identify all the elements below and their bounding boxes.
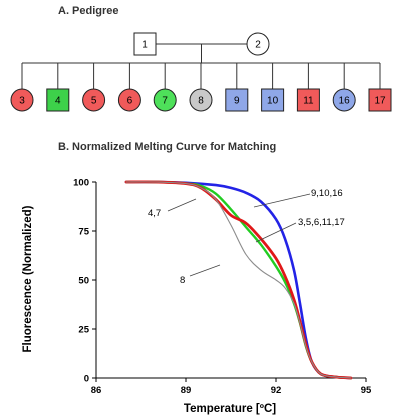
annotation-leader (253, 193, 311, 208)
x-axis-title: Temperature [ºC] (184, 403, 276, 415)
y-tick-label: 0 (84, 374, 89, 385)
node-label: 7 (162, 96, 168, 107)
node-label: 8 (198, 96, 204, 107)
node-label: 3 (19, 96, 25, 107)
node-label: 1 (142, 40, 148, 51)
female-symbol (246, 32, 270, 56)
y-tick-label: 75 (78, 227, 89, 238)
x-tick-label: 89 (181, 385, 192, 396)
node-label: 2 (255, 40, 261, 51)
male-symbol (296, 88, 320, 112)
annotation-leader (167, 198, 197, 212)
pedigree-diagram: A. Pedigree 1 2 3 4 5 6 7 8 9 10 11 16 17 (10, 5, 392, 112)
children-10-square: 10 (261, 88, 285, 112)
female-symbol (332, 88, 356, 112)
children-7-circle: 7 (153, 88, 177, 112)
children-11-square: 11 (296, 88, 320, 112)
pedigree-title: A. Pedigree (58, 5, 119, 17)
chart-axes: 86 89 92 95 0 25 50 75 100 (73, 178, 372, 397)
y-tick-label: 50 (78, 276, 89, 287)
female-symbol (10, 88, 34, 112)
male-symbol (261, 88, 285, 112)
y-axis-title: Fluorescence (Normalized) (22, 205, 34, 352)
chart-annotations: 9,10,16 4,7 3,5,6,11,17 8 (148, 188, 345, 286)
y-tick-label: 100 (73, 178, 89, 189)
female-symbol (82, 88, 106, 112)
x-tick-label: 92 (271, 385, 282, 396)
male-symbol (225, 88, 249, 112)
female-symbol (153, 88, 177, 112)
children-3-circle: 3 (10, 88, 34, 112)
children-9-square: 9 (225, 88, 249, 112)
children-17-square: 17 (368, 88, 392, 112)
chart-series (124, 180, 353, 380)
node-label: 17 (374, 96, 386, 107)
node-label: 10 (267, 96, 279, 107)
chart-title: B. Normalized Melting Curve for Matching (58, 141, 276, 153)
parents-2-circle: 2 (246, 32, 270, 56)
node-label: 5 (91, 96, 97, 107)
melting-curve-chart: B. Normalized Melting Curve for Matching… (22, 141, 372, 415)
node-label: 6 (127, 96, 133, 107)
series-label-3-5-6-11-17: 3,5,6,11,17 (298, 217, 345, 228)
female-symbol (189, 88, 213, 112)
children-4-square: 4 (46, 88, 70, 112)
female-symbol (117, 88, 141, 112)
pedigree-nodes: 1 2 3 4 5 6 7 8 9 10 11 16 17 (10, 32, 392, 112)
children-16-circle: 16 (332, 88, 356, 112)
y-tick-label: 25 (78, 325, 89, 336)
parents-1-square: 1 (133, 32, 157, 56)
male-symbol (368, 88, 392, 112)
series-label-8: 8 (180, 275, 185, 286)
series-label-4-7: 4,7 (148, 208, 161, 219)
male-symbol (46, 88, 70, 112)
children-8-circle: 8 (189, 88, 213, 112)
series-line-8 (125, 181, 352, 379)
x-tick-label: 86 (91, 385, 102, 396)
annotation-leader (189, 264, 221, 277)
male-symbol (133, 32, 157, 56)
series-label-9-10-16: 9,10,16 (311, 188, 343, 199)
children-6-circle: 6 (117, 88, 141, 112)
node-label: 11 (303, 96, 314, 107)
node-label: 9 (234, 96, 240, 107)
node-label: 4 (55, 96, 61, 107)
x-tick-label: 95 (361, 385, 372, 396)
annotation-leader (255, 222, 297, 243)
children-5-circle: 5 (82, 88, 106, 112)
pedigree-connector-lines (21, 43, 381, 89)
node-label: 16 (339, 96, 351, 107)
